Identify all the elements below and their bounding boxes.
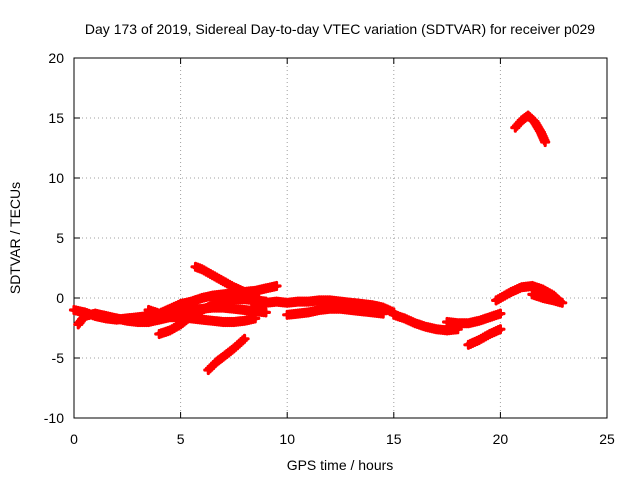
series-track-4 [190, 261, 261, 301]
data-point [557, 297, 568, 308]
x-axis-label: GPS time / hours [287, 457, 394, 473]
x-tick-label: 10 [279, 431, 295, 447]
y-tick-label: 0 [56, 290, 64, 306]
data-point [250, 313, 261, 324]
data-point [495, 324, 506, 335]
x-tick-label: 15 [386, 431, 402, 447]
series-track-6 [203, 333, 250, 376]
series-track-12 [491, 280, 566, 307]
series-track-13 [527, 289, 568, 308]
data-point [260, 307, 271, 318]
y-tick-label: 15 [48, 110, 64, 126]
data-point [495, 308, 506, 319]
x-tick-label: 25 [599, 431, 615, 447]
series-track-9 [388, 309, 463, 336]
axis-ticks: 0 5 10 15 20 25 -10 -5 0 5 10 15 20 [44, 50, 615, 447]
y-tick-label: -10 [44, 410, 64, 426]
data-point [271, 280, 282, 292]
y-tick-label: 10 [48, 170, 64, 186]
series-track-8 [282, 303, 389, 320]
grid [74, 58, 607, 418]
x-tick-label: 5 [177, 431, 185, 447]
series-track-11 [463, 324, 506, 350]
chart-title: Day 173 of 2019, Sidereal Day-to-day VTE… [85, 21, 595, 37]
data-series [68, 110, 568, 376]
x-tick-label: 0 [70, 431, 78, 447]
y-tick-label: 5 [56, 230, 64, 246]
y-tick-label: 20 [48, 50, 64, 66]
series-track-14 [510, 110, 551, 148]
x-tick-label: 20 [493, 431, 509, 447]
y-tick-label: -5 [52, 350, 65, 366]
data-point [540, 136, 551, 148]
data-point [239, 333, 250, 344]
series-track-2 [73, 308, 261, 330]
data-point [378, 308, 389, 319]
y-axis-label: SDTVAR / TECUs [7, 182, 23, 294]
series-track-10 [442, 308, 506, 329]
